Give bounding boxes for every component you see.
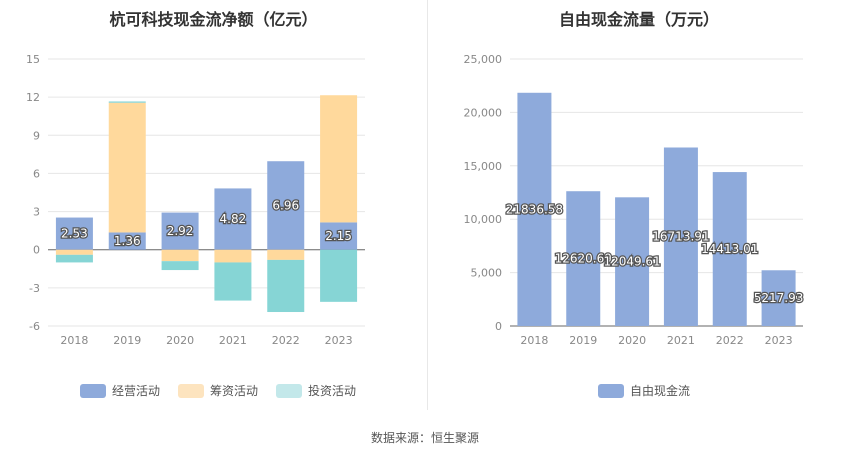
bar-investing	[267, 259, 305, 313]
y-tick-label: 6	[33, 167, 40, 180]
chart-right-svg: 0 5,000 10,000 15,000 20,000 25,000 2018 21836.…	[464, 53, 805, 347]
y-tick-label: 0	[33, 244, 40, 257]
legend-swatch	[276, 383, 303, 398]
bar-free-cash-flow	[712, 172, 747, 326]
y-tick-label: 5,000	[471, 267, 503, 280]
x-tick-label: 2021	[667, 334, 695, 347]
data-label: 12620.69	[555, 252, 612, 266]
chart-left-panel: 杭可科技现金流净额（亿元） -6 -3 0 3 6 9 12 15 2018 2.53 2019 1.…	[0, 0, 427, 410]
bar-investing	[214, 262, 252, 301]
data-label: 2.15	[325, 229, 352, 243]
data-label: 5217.93	[754, 291, 804, 305]
bar-financing	[214, 249, 252, 263]
bar-financing	[267, 249, 305, 260]
x-tick-label: 2023	[765, 334, 793, 347]
chart-left-legend: 经营活动 筹资活动 投资活动	[80, 382, 356, 399]
bar-operating	[267, 161, 305, 250]
legend-swatch	[80, 383, 106, 398]
legend-item[interactable]: 投资活动	[276, 382, 356, 399]
legend-label: 自由现金流	[630, 384, 691, 398]
x-tick-label: 2021	[219, 334, 247, 347]
y-tick-label: 20,000	[464, 106, 503, 119]
data-label: 2.92	[167, 224, 194, 238]
x-tick-label: 2018	[60, 334, 88, 347]
bar-investing	[108, 101, 146, 103]
y-tick-label: 15,000	[464, 160, 503, 173]
data-label: 14413.01	[701, 242, 758, 256]
y-tick-label: 9	[33, 129, 40, 142]
bar-financing	[108, 102, 146, 233]
legend-label: 投资活动	[308, 384, 357, 398]
x-tick-label: 2020	[618, 334, 646, 347]
chart-right-panel: 自由现金流量（万元） 0 5,000 10,000 15,000 20,000 25,00…	[428, 0, 850, 410]
data-label: 16713.91	[652, 230, 709, 244]
bar-investing	[161, 261, 199, 271]
bar-financing	[55, 249, 93, 255]
y-tick-label: 15	[26, 53, 40, 66]
legend-item[interactable]: 筹资活动	[178, 382, 258, 399]
bar-operating	[320, 222, 358, 250]
y-tick-label: 10,000	[464, 213, 503, 226]
data-source-note: 数据来源：恒生聚源	[370, 431, 479, 445]
chart-right-title: 自由现金流量（万元）	[558, 10, 719, 29]
x-tick-label: 2022	[716, 334, 744, 347]
panel-divider	[427, 0, 428, 410]
x-tick-label: 2023	[325, 334, 353, 347]
bar-operating	[161, 212, 199, 250]
bar-operating	[108, 232, 146, 250]
bar-financing	[161, 249, 199, 262]
bar-investing	[320, 249, 358, 302]
x-tick-label: 2022	[272, 334, 300, 347]
x-tick-label: 2019	[113, 334, 141, 347]
y-tick-label: -3	[29, 282, 40, 295]
legend-swatch	[598, 383, 624, 398]
data-label: 4.82	[220, 212, 247, 226]
y-tick-label: 3	[33, 206, 40, 219]
legend-label: 经营活动	[112, 384, 161, 398]
data-label: 1.36	[114, 234, 141, 248]
y-tick-label: 12	[26, 91, 40, 104]
data-label: 12049.61	[603, 255, 660, 269]
chart-right-legend: 自由现金流	[598, 382, 690, 399]
bar-free-cash-flow	[761, 270, 796, 326]
data-label: 2.53	[61, 227, 88, 241]
x-tick-label: 2020	[166, 334, 194, 347]
bar-operating	[214, 188, 252, 250]
bar-free-cash-flow	[517, 92, 552, 326]
y-tick-label: 0	[495, 320, 502, 333]
y-tick-label: -6	[29, 320, 40, 333]
legend-item[interactable]: 自由现金流	[598, 382, 690, 399]
bar-free-cash-flow	[615, 197, 650, 326]
chart-left-svg: -6 -3 0 3 6 9 12 15 2018 2.53 2019 1.36 2020 2.92 2021…	[26, 53, 365, 347]
y-tick-label: 25,000	[464, 53, 503, 66]
bar-financing	[320, 95, 358, 223]
data-label: 6.96	[272, 198, 299, 212]
legend-item[interactable]: 经营活动	[80, 382, 160, 399]
chart-left-title: 杭可科技现金流净额（亿元）	[109, 10, 318, 29]
bar-free-cash-flow	[566, 191, 601, 326]
bar-operating	[55, 217, 93, 250]
legend-label: 筹资活动	[210, 384, 259, 398]
x-tick-label: 2019	[569, 334, 597, 347]
bar-free-cash-flow	[663, 147, 698, 326]
data-label: 21836.58	[506, 202, 563, 216]
x-tick-label: 2018	[520, 334, 548, 347]
legend-swatch	[178, 383, 205, 398]
bar-investing	[55, 254, 93, 263]
